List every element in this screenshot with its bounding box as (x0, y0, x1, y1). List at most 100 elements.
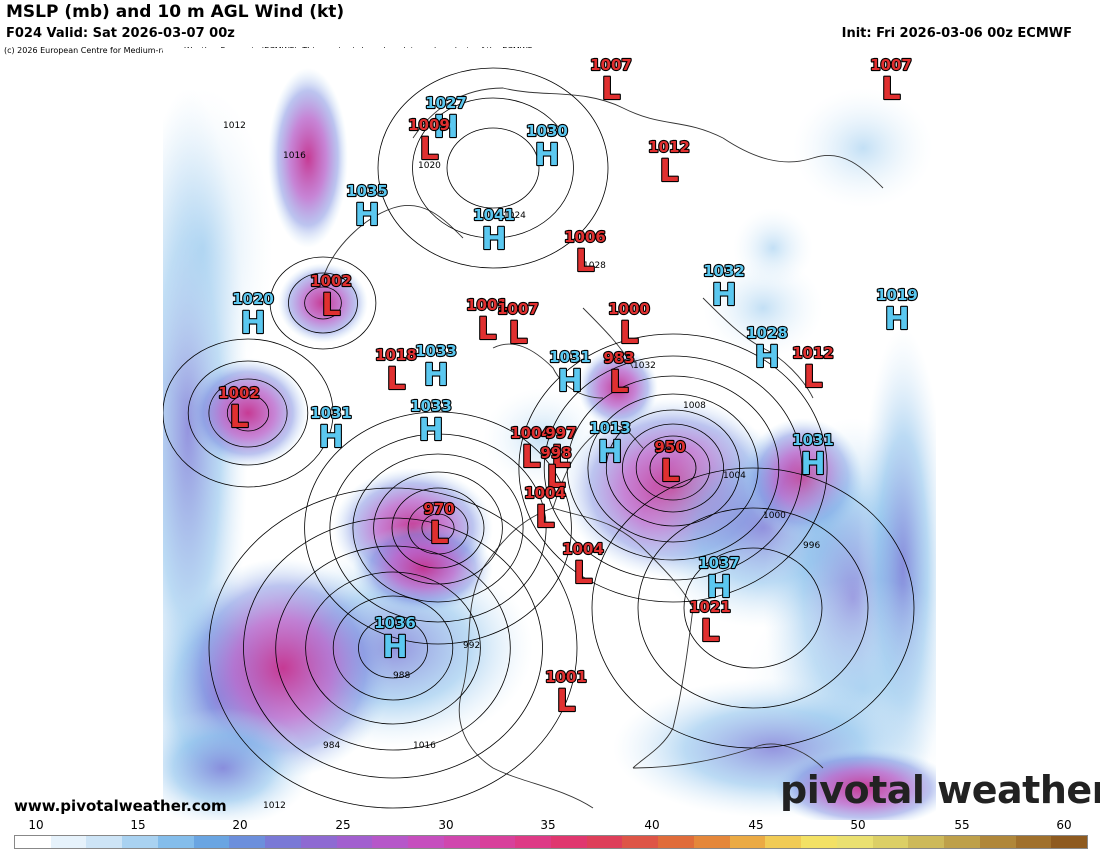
isobar-label: 1020 (418, 161, 441, 171)
pressure-value: 1035 (346, 182, 388, 200)
pressure-letter: L (660, 454, 679, 489)
wind-shading-region (773, 748, 936, 820)
pressure-letter: L (419, 132, 438, 167)
pressure-value: 1007 (590, 56, 632, 74)
isobar (305, 571, 481, 725)
isobar (288, 272, 358, 334)
isobar (208, 378, 288, 448)
coastline (322, 204, 464, 279)
pressure-letter: L (508, 316, 527, 351)
colorbar-swatch (979, 836, 1016, 848)
colorbar-swatch (693, 836, 730, 848)
isobars: 1012 1016 1020 1024 1028 1032 1008 1004 1000 996 9… (163, 67, 915, 811)
pressure-letter: H (884, 302, 909, 337)
coastline (492, 343, 604, 399)
colorbar-tick-label: 25 (335, 818, 351, 832)
pressure-value: 1002 (218, 384, 260, 402)
wind-shading-region (163, 88, 273, 408)
pressure-letter: L (429, 516, 448, 551)
pressure-letter: H (711, 278, 736, 313)
website-url[interactable]: www.pivotalweather.com (14, 797, 227, 815)
colorbar-swatch (1051, 836, 1088, 848)
wind-shading-region (703, 258, 823, 358)
isobar (683, 547, 823, 669)
pressure-letter: H (597, 435, 622, 470)
colorbar-swatch (872, 836, 909, 848)
pressure-letter: L (521, 440, 540, 475)
isobar-label: 1016 (283, 151, 306, 161)
weather-map[interactable]: 1012 1016 1020 1024 1028 1032 1008 1004 1000 996 9… (163, 48, 936, 820)
colorbar-swatch (86, 836, 123, 848)
pressure-value: 1018 (375, 346, 417, 364)
brand-logo: pivotal weather (780, 768, 1100, 812)
isobar (637, 507, 869, 709)
isobar (635, 435, 711, 501)
wind-shading-region (793, 88, 933, 208)
isobar (187, 360, 309, 466)
colorbar-swatch (300, 836, 337, 848)
pressure-letter: H (557, 364, 582, 399)
wind-shading-region (578, 348, 658, 428)
pressure-letter: L (556, 684, 575, 719)
pressure-value: 1001 (466, 296, 508, 314)
coastline (462, 507, 694, 769)
pressure-value: 1028 (746, 324, 788, 342)
wind-shading-region (163, 708, 313, 820)
coastline (722, 137, 884, 189)
isobar (566, 375, 780, 561)
colorbar-swatch (586, 836, 623, 848)
wind-shading-region (188, 358, 308, 468)
pressure-value: 1004 (510, 424, 552, 442)
isobar (269, 256, 377, 350)
colorbar-tick-label: 20 (232, 818, 248, 832)
pressure-value: 1004 (524, 484, 566, 502)
pressure-value: 1027 (425, 94, 467, 112)
wind-shading-region (278, 263, 368, 343)
pressure-value: 1032 (703, 262, 745, 280)
pressure-letter: H (706, 570, 731, 605)
colorbar-tick-label: 10 (28, 818, 44, 832)
colorbar-swatch (729, 836, 766, 848)
pressure-letter: L (229, 400, 248, 435)
isobar-label: 1032 (633, 361, 656, 371)
pressure-value: 1006 (564, 228, 606, 246)
pressure-letter: L (659, 154, 678, 189)
pressure-value: 1031 (310, 404, 352, 422)
pressure-value: 1007 (497, 300, 539, 318)
isobar (243, 517, 543, 779)
colorbar-tick-label: 35 (540, 818, 556, 832)
isobar-label: 1012 (263, 801, 286, 811)
pressure-value: 1041 (473, 206, 515, 224)
colorbar-swatch (551, 836, 587, 848)
wind-shading-region (733, 208, 813, 288)
pressure-value: 1012 (792, 344, 834, 362)
isobar (163, 338, 334, 488)
pressure-value: 1033 (415, 342, 457, 360)
colorbar-tick-label: 50 (850, 818, 866, 832)
wind-shading (163, 68, 936, 820)
isobar (621, 423, 724, 513)
pressure-letter: L (321, 288, 340, 323)
pressure-value: 1020 (232, 290, 274, 308)
pressure-value: 950 (654, 438, 685, 456)
isobar (358, 617, 428, 679)
pressure-letter: L (386, 362, 405, 397)
pressure-value: 1031 (792, 431, 834, 449)
pressure-letter: H (433, 110, 458, 145)
pressure-value: 983 (603, 349, 634, 367)
pressure-value: 1002 (310, 272, 352, 290)
